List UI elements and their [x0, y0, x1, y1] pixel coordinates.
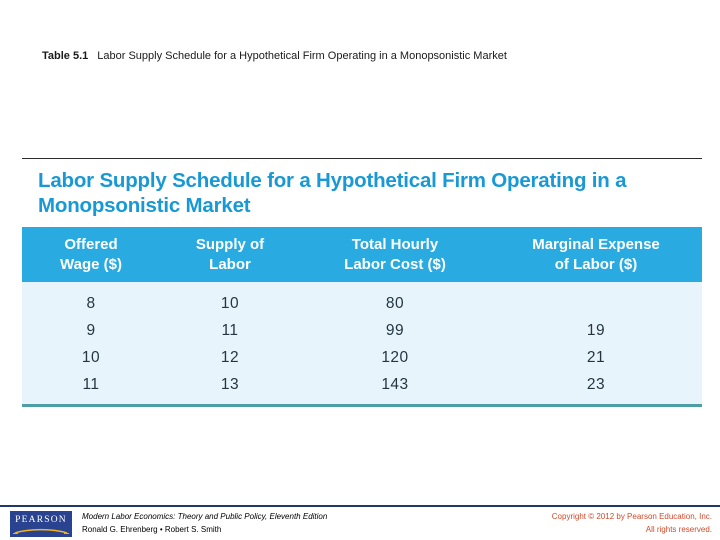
figure-top-rule	[22, 158, 702, 159]
table-cell: 120	[381, 348, 409, 366]
header-cell-line: Marginal Expense	[532, 236, 660, 253]
header-cell-line: Total Hourly	[351, 236, 439, 253]
figure-title: Labor Supply Schedule for a Hypothetical…	[38, 169, 710, 218]
pearson-logo-text: PEARSON	[15, 515, 67, 525]
table-cell: 143	[381, 375, 409, 393]
figure-title-line1: Labor Supply Schedule for a Hypothetical…	[38, 169, 627, 192]
table-cell: 13	[220, 375, 240, 393]
slide-header: Table 5.1 Labor Supply Schedule for a Hyp…	[42, 50, 507, 62]
table-header-cell: Total Hourly Labor Cost ($)	[300, 235, 490, 274]
table-cell: 11	[221, 321, 239, 339]
pearson-swoosh-icon	[13, 528, 69, 534]
figure-bottom-rule	[22, 404, 702, 407]
table-header-cell: Offered Wage ($)	[22, 235, 160, 274]
figure-title-line2: Monopsonistic Market	[38, 193, 251, 217]
table-cell: 21	[586, 348, 606, 366]
table-body: 8 10 80 9 11 99 19 10 12 120 21 11 13 14…	[22, 282, 702, 404]
table-header-row: Offered Wage ($) Supply of Labor Total H…	[22, 227, 702, 282]
header-cell-line: Labor	[209, 255, 251, 273]
pearson-logo: PEARSON	[10, 511, 72, 537]
table-cell: 80	[385, 294, 405, 312]
table-cell: 99	[385, 321, 405, 339]
copyright-line1: Copyright © 2012 by Pearson Education, I…	[551, 512, 712, 521]
table-cell: 23	[586, 375, 606, 393]
footer-book-authors: Ronald G. Ehrenberg • Robert S. Smith	[82, 525, 222, 534]
footer-rule	[0, 505, 720, 507]
footer-book-info: Modern Labor Economics: Theory and Publi…	[82, 510, 327, 536]
header-cell-line: Offered	[64, 236, 118, 253]
table-header-cell: Marginal Expense of Labor ($)	[490, 235, 702, 274]
slide-header-title: Labor Supply Schedule for a Hypothetical…	[97, 50, 507, 62]
table-cell: 8	[86, 294, 96, 312]
footer-copyright: Copyright © 2012 by Pearson Education, I…	[552, 510, 712, 536]
table-cell: 12	[220, 348, 240, 366]
table-number-label: Table 5.1	[42, 50, 89, 62]
table-header-cell: Supply of Labor	[160, 235, 300, 274]
table-cell	[490, 290, 702, 317]
table-cell: 19	[586, 321, 606, 339]
header-cell-line: Supply of	[195, 236, 265, 253]
header-cell-line: Wage ($)	[60, 255, 122, 273]
footer-book-title: Modern Labor Economics: Theory and Publi…	[82, 512, 328, 521]
table-cell: 10	[220, 294, 240, 312]
table-cell: 9	[86, 321, 96, 339]
header-cell-line: Labor Cost ($)	[344, 255, 446, 273]
table-cell: 11	[82, 375, 100, 393]
table-cell: 10	[81, 348, 101, 366]
header-cell-line: of Labor ($)	[554, 255, 638, 273]
copyright-line2: All rights reserved.	[645, 525, 712, 534]
